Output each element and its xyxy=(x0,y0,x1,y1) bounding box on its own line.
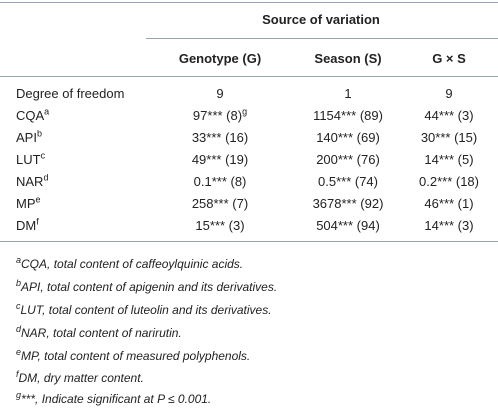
group-header: Source of variation xyxy=(262,12,380,27)
top-rule xyxy=(0,2,498,3)
row-label: NARd xyxy=(16,172,49,189)
row-label: APIb xyxy=(16,128,42,145)
cell-genotype: 97*** (8)g xyxy=(192,106,248,123)
cell-genotype: 0.1*** (8) xyxy=(193,174,247,189)
cell-genotype: 258*** (7) xyxy=(191,196,249,211)
cell-interaction: 44*** (3) xyxy=(424,108,474,123)
cell-season: 3678*** (92) xyxy=(312,196,384,211)
cell-season: 0.5*** (74) xyxy=(318,174,378,189)
footnote: fDM, dry matter content. xyxy=(16,369,144,386)
row-label: CQAa xyxy=(16,106,50,123)
footnote: aCQA, total content of caffeoylquinic ac… xyxy=(16,255,244,272)
cell-interaction: 9 xyxy=(445,86,453,101)
row-label: DMf xyxy=(16,216,39,233)
bottom-rule xyxy=(0,241,498,242)
cell-season: 1154*** (89) xyxy=(313,108,383,123)
cell-interaction: 14*** (5) xyxy=(424,152,474,167)
header-rule xyxy=(0,76,498,77)
cell-genotype: 49*** (19) xyxy=(191,152,249,167)
col-header-season: Season (S) xyxy=(314,51,382,66)
footnote: cLUT, total content of luteolin and its … xyxy=(16,301,272,318)
cell-season: 504*** (94) xyxy=(316,218,380,233)
row-label: MPe xyxy=(16,194,41,211)
footnote: dNAR, total content of narirutin. xyxy=(16,324,182,341)
cell-interaction: 14*** (3) xyxy=(424,218,474,233)
cell-interaction: 30*** (15) xyxy=(420,130,478,145)
cell-genotype: 33*** (16) xyxy=(191,130,249,145)
cell-season: 200*** (76) xyxy=(316,152,380,167)
cell-genotype: 9 xyxy=(216,86,224,101)
row-label: LUTc xyxy=(16,150,46,167)
col-header-interaction: G × S xyxy=(432,51,466,66)
footnote: eMP, total content of measured polypheno… xyxy=(16,347,251,364)
row-label: Degree of freedom xyxy=(16,86,125,101)
cell-season: 1 xyxy=(344,86,352,101)
footnote: bAPI, total content of apigenin and its … xyxy=(16,278,278,295)
footnote: g***, Indicate significant at P ≤ 0.001. xyxy=(16,390,212,407)
col-header-genotype: Genotype (G) xyxy=(178,51,262,66)
cell-interaction: 46*** (1) xyxy=(424,196,474,211)
cell-interaction: 0.2*** (18) xyxy=(419,174,479,189)
cell-genotype: 15*** (3) xyxy=(195,218,245,233)
group-rule xyxy=(146,38,498,39)
cell-season: 140*** (69) xyxy=(316,130,380,145)
